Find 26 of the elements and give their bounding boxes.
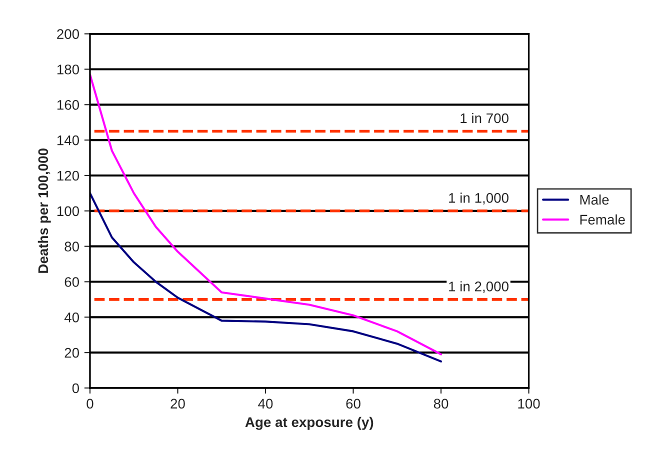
y-tick-label: 60: [64, 277, 80, 287]
y-tick-label: 80: [64, 242, 80, 252]
x-tick-label: 0: [86, 398, 94, 409]
x-tick-label: 60: [346, 398, 360, 409]
line-series: [90, 192, 442, 362]
line-series: [90, 74, 442, 356]
y-tick-label: 180: [57, 64, 80, 74]
legend-label: Male: [580, 194, 609, 205]
x-tick-label: 80: [434, 398, 448, 409]
y-axis-title: Deaths per 100,000: [38, 148, 51, 273]
ref-line-label: 1 in 700: [460, 112, 508, 124]
ref-line-label: 1 in 1,000: [449, 192, 508, 204]
x-tick-label: 40: [258, 398, 273, 409]
y-tick-label: 140: [57, 135, 80, 146]
legend-label: Female: [580, 214, 625, 225]
y-tick-label: 40: [64, 312, 80, 322]
x-axis-title: Age at exposure (y): [245, 416, 374, 430]
x-tick-label: 20: [170, 398, 185, 409]
ref-line-label: 1 in 2,000: [449, 281, 508, 294]
y-tick-label: 120: [57, 170, 80, 181]
y-tick-label: 20: [64, 348, 80, 358]
y-tick-label: 0: [72, 383, 80, 394]
y-tick-label: 100: [57, 206, 80, 216]
y-tick-label: 160: [57, 100, 80, 110]
y-tick-label: 200: [57, 29, 80, 39]
x-tick-label: 100: [518, 398, 540, 409]
